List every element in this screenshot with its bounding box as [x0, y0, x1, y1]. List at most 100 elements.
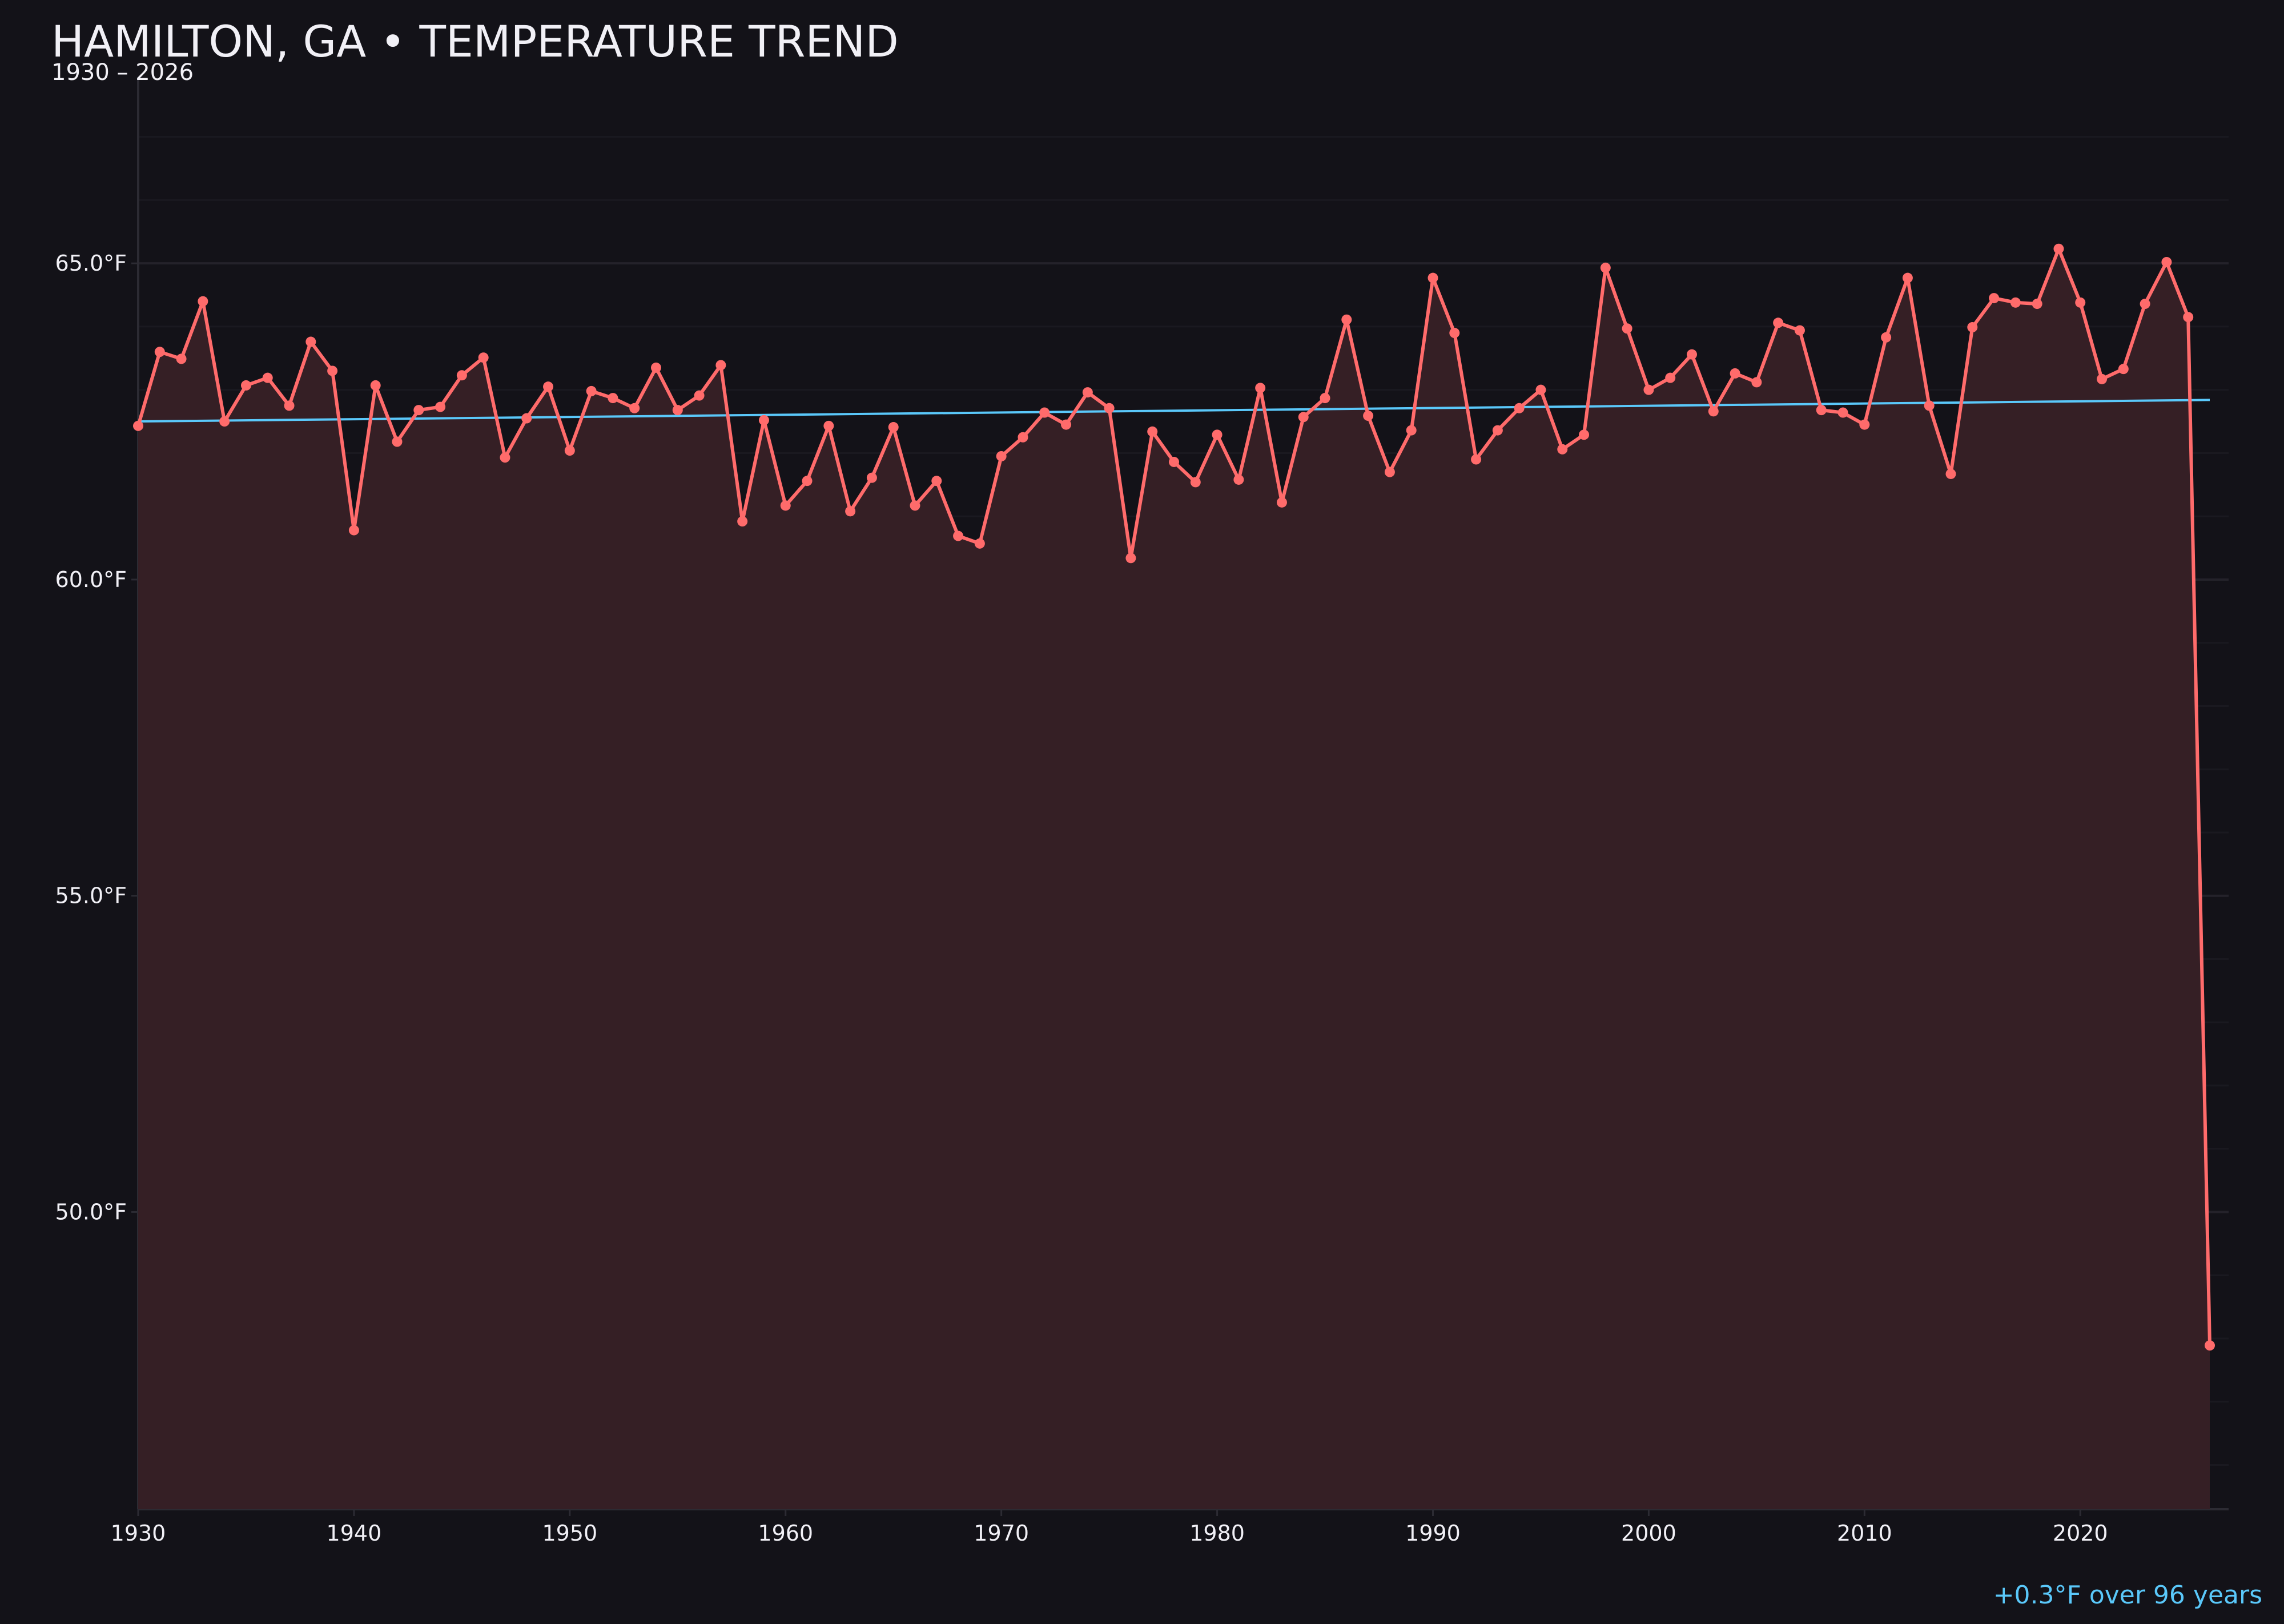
- data-point: [2140, 299, 2150, 309]
- data-point: [392, 436, 403, 447]
- data-point: [1730, 368, 1740, 379]
- data-point: [1837, 407, 1848, 418]
- data-point: [327, 365, 338, 376]
- data-point: [866, 472, 877, 483]
- y-tick-label: 55.0°F: [55, 883, 127, 909]
- data-point: [1924, 400, 1935, 411]
- data-point: [1363, 411, 1374, 421]
- data-point: [1665, 372, 1676, 383]
- data-point: [1255, 383, 1266, 393]
- data-point: [1061, 419, 1072, 430]
- data-point: [1406, 425, 1417, 436]
- data-point: [176, 353, 187, 364]
- data-point: [672, 405, 683, 416]
- data-point: [758, 415, 769, 425]
- data-point: [715, 360, 726, 371]
- y-tick-label: 60.0°F: [55, 567, 127, 592]
- data-point: [1276, 497, 1287, 508]
- x-tick-label: 1940: [327, 1521, 382, 1546]
- data-point: [1708, 406, 1719, 417]
- x-tick-label: 2000: [1621, 1521, 1676, 1546]
- data-point: [1320, 393, 1330, 404]
- data-point: [1104, 403, 1115, 413]
- data-point: [1773, 317, 1784, 328]
- data-point: [1967, 322, 1978, 333]
- data-point: [1082, 387, 1093, 398]
- chart-title: HAMILTON, GA • TEMPERATURE TREND: [51, 16, 899, 67]
- data-point: [1147, 426, 1158, 437]
- data-point: [931, 476, 942, 487]
- data-point: [1794, 325, 1805, 336]
- data-point: [2075, 297, 2086, 308]
- data-point: [1989, 293, 2000, 304]
- data-point: [629, 403, 640, 413]
- data-point: [564, 445, 575, 456]
- data-point: [1298, 412, 1309, 423]
- data-point: [1427, 272, 1438, 283]
- data-point: [1384, 467, 1395, 477]
- data-point: [823, 420, 834, 431]
- data-point: [1471, 454, 1482, 465]
- data-point: [413, 405, 424, 416]
- data-point: [1600, 262, 1611, 273]
- data-point: [1169, 456, 1179, 467]
- data-point: [1535, 384, 1546, 395]
- data-point: [543, 381, 554, 392]
- data-point: [1579, 429, 1590, 440]
- data-point: [651, 362, 661, 373]
- data-point: [500, 452, 510, 463]
- data-point: [1492, 425, 1503, 436]
- data-point: [1687, 349, 1697, 360]
- data-point: [1622, 323, 1632, 334]
- x-tick-label: 2020: [2053, 1521, 2108, 1546]
- data-point: [2205, 1340, 2215, 1351]
- data-point: [1945, 468, 1956, 479]
- y-tick-label: 50.0°F: [55, 1199, 127, 1224]
- data-point: [2032, 299, 2042, 309]
- data-point: [2053, 243, 2064, 254]
- data-point: [1816, 405, 1827, 416]
- data-point: [2118, 364, 2129, 375]
- data-point: [1859, 419, 1870, 430]
- y-axis-ticks: 50.0°F 55.0°F 60.0°F 65.0°F: [55, 251, 138, 1224]
- data-point: [1643, 384, 1654, 395]
- data-point: [780, 500, 791, 511]
- data-point: [521, 413, 532, 424]
- x-axis-ticks: 1930 1940 1950 1960 1970 1980 1990 2000 2010 2020: [111, 1509, 2108, 1546]
- trend-summary: +0.3°F over 96 years: [1993, 1581, 2262, 1610]
- data-point: [586, 385, 597, 396]
- data-point: [845, 506, 856, 517]
- x-tick-label: 1970: [974, 1521, 1029, 1546]
- x-tick-label: 1960: [758, 1521, 813, 1546]
- data-point: [133, 420, 143, 431]
- data-point: [974, 538, 985, 549]
- chart-subtitle: 1930 – 2026: [51, 59, 194, 86]
- data-point: [1341, 314, 1352, 325]
- data-point: [802, 476, 813, 487]
- data-point: [608, 393, 618, 404]
- data-point: [219, 416, 230, 427]
- data-point: [435, 401, 446, 412]
- temperature-area-fill: [138, 248, 2210, 1510]
- data-point: [910, 500, 920, 511]
- data-point: [996, 451, 1007, 461]
- x-tick-label: 2010: [1837, 1521, 1892, 1546]
- data-point: [1212, 429, 1223, 440]
- data-point: [953, 530, 964, 541]
- data-point: [2010, 297, 2021, 308]
- data-point: [478, 352, 489, 363]
- data-point: [284, 400, 295, 411]
- data-point: [2097, 373, 2108, 384]
- data-point: [305, 336, 316, 347]
- data-point: [1881, 332, 1892, 343]
- data-point: [1514, 403, 1525, 413]
- data-point: [1902, 272, 1913, 283]
- data-point: [737, 516, 748, 527]
- data-points: [133, 243, 2215, 1351]
- data-point: [348, 525, 359, 536]
- x-tick-label: 1930: [111, 1521, 166, 1546]
- data-point: [2183, 312, 2194, 323]
- data-point: [154, 347, 165, 357]
- data-point: [1751, 377, 1762, 388]
